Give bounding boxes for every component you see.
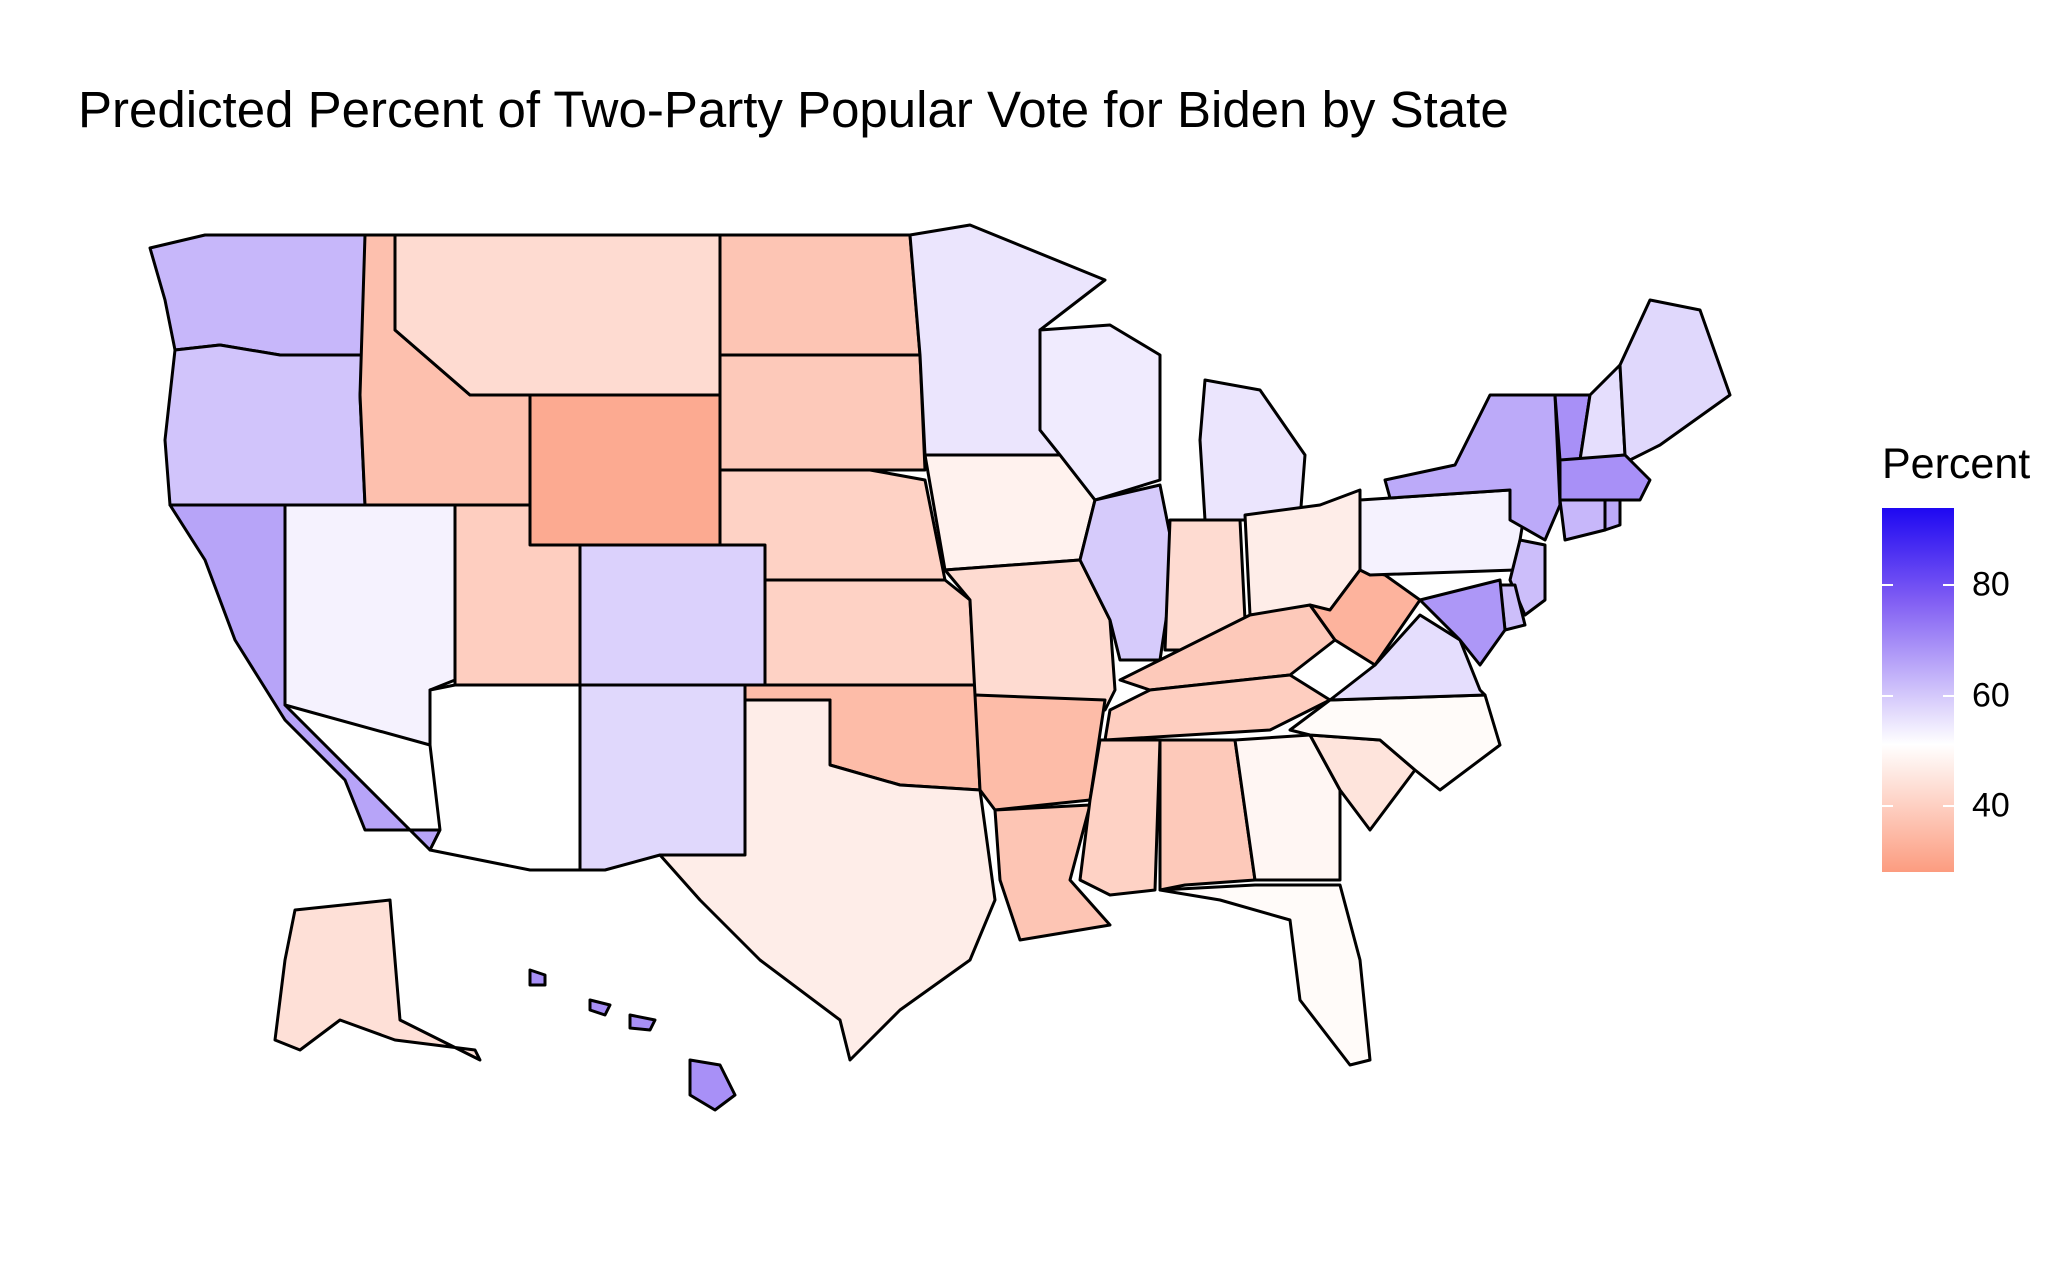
state-co [578, 543, 767, 687]
state-pa [1358, 488, 1527, 577]
state-wa [148, 233, 367, 357]
legend-tick-label: 40 [1972, 786, 2010, 825]
state-wy [528, 393, 722, 547]
state-ny [1383, 393, 1562, 542]
state-mi [1198, 378, 1307, 522]
state-az [428, 683, 582, 872]
state-wv [1308, 568, 1422, 667]
legend-tick-mark [1943, 694, 1954, 697]
state-nh [1578, 363, 1627, 462]
state-il [1078, 483, 1177, 662]
state-ia [923, 453, 1097, 572]
state-ct [1558, 498, 1607, 542]
state-ak [273, 898, 482, 1062]
legend-tick-mark [1943, 584, 1954, 587]
state-wi [1038, 323, 1162, 502]
state-al [1158, 738, 1257, 892]
state-me [1618, 298, 1732, 462]
state-ga [1233, 733, 1342, 882]
legend-tick-mark [1882, 694, 1893, 697]
state-ar [973, 693, 1107, 812]
state-or [163, 343, 367, 507]
legend-tick-mark [1882, 584, 1893, 587]
page-title: Predicted Percent of Two-Party Popular V… [78, 81, 1509, 138]
legend-tick-label: 60 [1972, 676, 2010, 714]
legend-tick-label: 80 [1972, 565, 2010, 604]
state-mt [393, 233, 722, 397]
state-md [1418, 578, 1507, 667]
state-ks [763, 578, 977, 687]
state-nm [578, 683, 747, 872]
state-fl [1158, 883, 1372, 1067]
legend-tick-mark [1943, 804, 1954, 807]
state-tx [658, 698, 997, 1062]
legend-colorbar [1882, 508, 1954, 872]
legend-tick-mark [1882, 804, 1893, 807]
state-ri [1603, 498, 1622, 532]
state-ma [1558, 453, 1652, 502]
state-hi [528, 968, 737, 1112]
state-sd [718, 353, 927, 472]
state-nd [718, 233, 922, 357]
legend-title: Percent [1882, 440, 2031, 488]
